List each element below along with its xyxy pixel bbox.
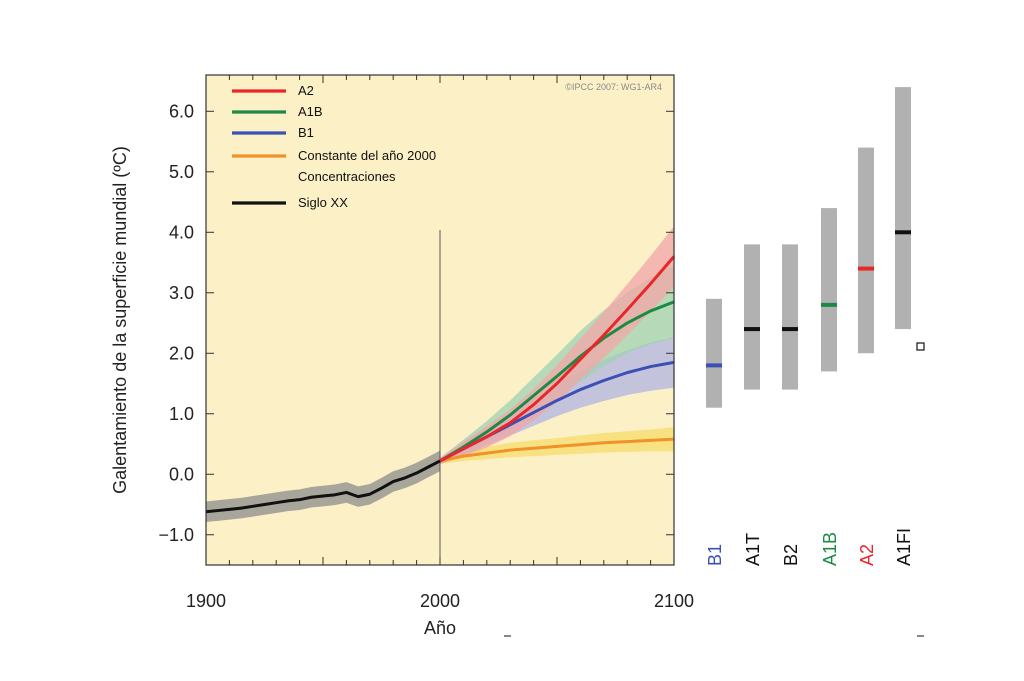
y-tick-label: 1.0 [169,404,194,424]
best-estimate-b2 [782,327,798,332]
tick-labels: 6.0 5.0 4.0 3.0 2.0 1.0 0.0 −1.0 1900 2000 2100 [158,101,694,611]
scenario-label-a2: A2 [857,544,877,566]
legend-label: B1 [298,125,314,140]
small-square-marker [916,342,925,351]
best-estimate-a1b [821,302,837,307]
scenario-label-a1t: A1T [743,533,763,566]
axis-ticks [205,75,675,565]
y-tick-label: 0.0 [169,464,194,484]
y-axis-title: Galentamiento de la superficie mundial (… [110,146,130,494]
legend-label: Siglo XX [298,195,348,210]
scenario-ranges: B1 A1T B2 A1B A2 A1FI [705,87,914,566]
scenario-label-a1fi: A1FI [894,528,914,566]
legend: A2 A1B B1 Constante del año 2000 Concentraci… [232,83,436,210]
x-tick-label: 2100 [654,591,694,611]
credit-text: ©IPCC 2007: WG1-AR4 [565,82,662,92]
range-bar-b1 [706,298,722,408]
y-tick-label: 2.0 [169,343,194,363]
y-tick-label: 3.0 [169,283,194,303]
y-tick-label: 6.0 [169,101,194,121]
best-estimate-b1 [706,363,722,368]
y-tick-label: 4.0 [169,222,194,242]
range-bar-a1b [821,208,837,372]
line-a2 [439,255,676,463]
y-tick-label: −1.0 [158,525,194,545]
series-lines [205,255,676,514]
range-bar-b2 [782,244,798,390]
best-estimate-a2 [858,266,874,271]
line-siglo-xx [205,459,441,514]
best-estimate-a1t [744,327,760,332]
x-axis-title: Año [424,618,456,638]
range-bar-a1t [744,244,760,390]
best-estimate-a1fi [895,230,911,235]
range-bar-a1fi [895,87,911,330]
line-a1b [439,300,675,463]
scenario-label-a1b: A1B [820,532,840,566]
y-tick-label: 5.0 [169,162,194,182]
range-bar-a2 [858,147,874,354]
legend-label: A2 [298,83,314,98]
legend-label: A1B [298,104,323,119]
scenario-label-b1: B1 [705,544,725,566]
legend-label-line2: Concentraciones [298,169,396,184]
x-tick-label: 1900 [186,591,226,611]
x-tick-label: 2000 [420,591,460,611]
legend-label: Constante del año 2000 [298,148,436,163]
line-constante-del-a-o-2000-concentraciones [439,437,675,463]
scenario-label-b2: B2 [781,544,801,566]
